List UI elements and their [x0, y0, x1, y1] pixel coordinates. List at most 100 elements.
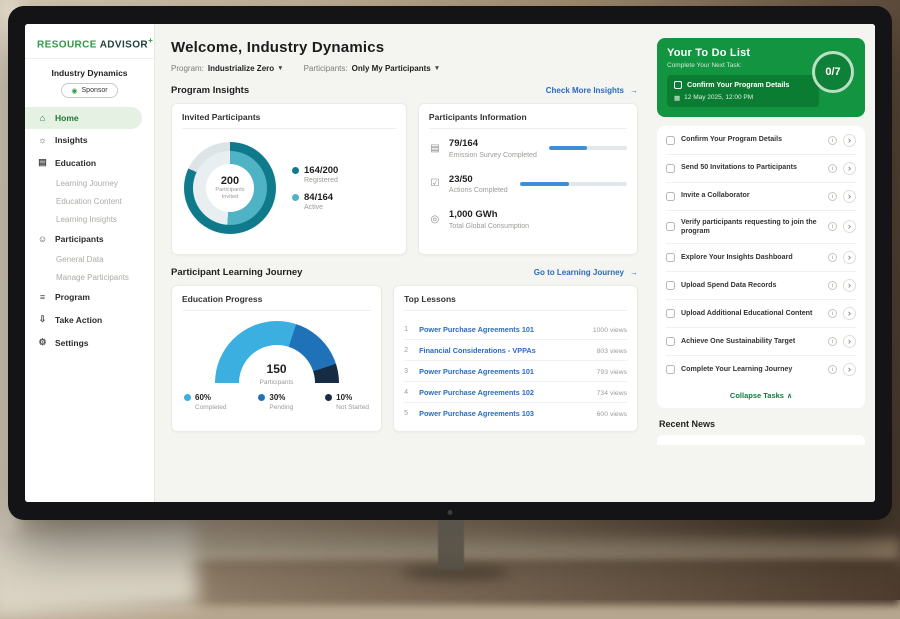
lesson-rank: 1: [404, 325, 408, 333]
sidebar-item-education-content[interactable]: Education Content: [25, 192, 154, 210]
chevron-right-icon[interactable]: ›: [843, 133, 856, 147]
task-label: Complete Your Learning Journey: [681, 364, 793, 373]
invited-donut-ring-outer: 200 Participants Invited: [184, 142, 276, 234]
pending-label: Pending: [269, 403, 294, 411]
chevron-right-icon[interactable]: ›: [843, 189, 856, 203]
sidebar-item-manage-participants[interactable]: Manage Participants: [25, 268, 154, 286]
task-row-complete-learning-journey[interactable]: Complete Your Learning Journey i ›: [666, 356, 856, 383]
monitor-bezel: RESOURCE ADVISOR+ Industry Dynamics ◉ Sp…: [8, 6, 892, 520]
task-checkbox[interactable]: [666, 191, 675, 201]
sidebar-item-program[interactable]: ≡ Program: [25, 286, 154, 308]
program-dropdown[interactable]: Program: Industrialize Zero ▼: [171, 64, 284, 73]
task-row-invite-collaborator[interactable]: Invite a Collaborator i ›: [666, 183, 856, 211]
section-title: Participant Learning Journey: [171, 267, 303, 278]
go-to-learning-journey-link[interactable]: Go to Learning Journey →: [534, 268, 638, 277]
check-more-insights-link[interactable]: Check More Insights →: [546, 86, 638, 95]
task-checkbox[interactable]: [666, 163, 675, 173]
lesson-views-count: 1000: [592, 326, 608, 334]
chevron-right-icon[interactable]: ›: [843, 278, 856, 292]
lesson-row[interactable]: 4 Power Purchase Agreements 102 734 views: [404, 382, 627, 403]
lesson-views-count: 600: [596, 410, 608, 418]
chevron-right-icon[interactable]: ›: [843, 250, 856, 264]
info-icon[interactable]: i: [828, 364, 837, 374]
next-task-chip[interactable]: Confirm Your Program Details ▦ 12 May 20…: [667, 75, 819, 107]
education-progress-card: Education Progress 150 Participants: [171, 285, 383, 432]
next-task-checkbox[interactable]: [674, 80, 682, 89]
collapse-tasks-button[interactable]: Collapse Tasks ∧: [666, 383, 856, 407]
next-task-due: 12 May 2025, 12:00 PM: [684, 94, 754, 101]
todo-header-card: Your To Do List Complete Your Next Task:…: [657, 38, 865, 117]
completed-label: Completed: [195, 403, 227, 411]
lesson-rank: 4: [404, 388, 408, 396]
info-icon[interactable]: i: [828, 308, 837, 318]
stat-value: 23/50: [448, 173, 473, 185]
task-row-confirm-program[interactable]: Confirm Your Program Details i ›: [666, 127, 856, 155]
sponsor-label: Sponsor: [81, 87, 108, 95]
chevron-right-icon[interactable]: ›: [843, 362, 856, 376]
task-row-upload-spend-data[interactable]: Upload Spend Data Records i ›: [666, 272, 856, 300]
lesson-link[interactable]: Power Purchase Agreements 103: [419, 408, 534, 418]
active-dot: [292, 194, 299, 201]
lesson-row[interactable]: 1 Power Purchase Agreements 101 1000 view…: [404, 319, 627, 340]
sidebar-item-learning-journey[interactable]: Learning Journey: [25, 174, 154, 192]
sidebar-item-education[interactable]: ▤ Education: [25, 151, 154, 174]
participants-icon: ☺: [37, 234, 48, 245]
legend-item-active: 84/164 Active: [292, 192, 338, 211]
lesson-rank: 3: [404, 367, 408, 375]
stat-label: Actions Completed: [448, 187, 508, 194]
lesson-link[interactable]: Power Purchase Agreements 101: [419, 366, 534, 376]
info-icon[interactable]: i: [828, 135, 837, 145]
task-checkbox[interactable]: [666, 222, 675, 232]
sponsor-icon: ◉: [71, 87, 78, 95]
org-name: Industry Dynamics: [51, 68, 128, 79]
insights-cards-row: Invited Participants 200 Participants In…: [171, 103, 638, 255]
task-checkbox[interactable]: [666, 308, 675, 318]
sidebar-item-home[interactable]: ⌂ Home: [25, 107, 142, 130]
gauge-center-value: 150: [266, 362, 287, 376]
sidebar-item-settings[interactable]: ⚙ Settings: [25, 331, 154, 354]
lesson-row[interactable]: 2 Financial Considerations - VPPAs 803 vi…: [404, 340, 627, 361]
task-row-verify-participants[interactable]: Verify participants requesting to join t…: [666, 211, 856, 244]
task-checkbox[interactable]: [666, 336, 675, 346]
lesson-link[interactable]: Power Purchase Agreements 102: [419, 387, 534, 397]
chevron-right-icon[interactable]: ›: [843, 306, 856, 320]
participants-dropdown[interactable]: Participants: Only My Participants ▼: [304, 64, 441, 73]
info-icon[interactable]: i: [828, 163, 837, 173]
info-icon[interactable]: i: [828, 336, 837, 346]
lesson-link[interactable]: Financial Considerations - VPPAs: [419, 345, 536, 355]
sidebar-item-insights[interactable]: ☼ Insights: [25, 129, 154, 151]
chevron-right-icon[interactable]: ›: [843, 161, 856, 175]
task-row-achieve-target[interactable]: Achieve One Sustainability Target i ›: [666, 328, 856, 356]
chevron-right-icon[interactable]: ›: [843, 334, 856, 348]
invited-donut-center: 200 Participants Invited: [206, 164, 254, 212]
power-led: [447, 510, 453, 515]
sidebar-item-participants[interactable]: ☺ Participants: [25, 228, 154, 250]
task-label: Explore Your Insights Dashboard: [681, 252, 793, 261]
lesson-link[interactable]: Power Purchase Agreements 101: [419, 324, 534, 334]
task-row-explore-insights[interactable]: Explore Your Insights Dashboard i ›: [666, 244, 856, 272]
info-icon[interactable]: i: [828, 252, 837, 262]
task-checkbox[interactable]: [666, 364, 675, 374]
info-icon[interactable]: i: [828, 222, 837, 232]
chevron-right-icon[interactable]: ›: [843, 220, 856, 234]
info-icon[interactable]: i: [828, 280, 837, 290]
task-row-upload-educational-content[interactable]: Upload Additional Educational Content i …: [666, 300, 856, 328]
task-checkbox[interactable]: [666, 280, 675, 290]
task-checkbox[interactable]: [666, 252, 675, 262]
lesson-views-count: 793: [596, 368, 608, 376]
sponsor-badge[interactable]: ◉ Sponsor: [61, 83, 118, 99]
lesson-views-count: 734: [596, 389, 608, 397]
sidebar-item-general-data[interactable]: General Data: [25, 250, 154, 268]
app-logo: RESOURCE ADVISOR+: [25, 34, 154, 60]
sidebar-item-label: Settings: [55, 337, 89, 348]
not-started-dot: [325, 394, 333, 401]
info-icon[interactable]: i: [828, 191, 837, 201]
task-checkbox[interactable]: [666, 135, 675, 145]
sidebar-item-learning-insights[interactable]: Learning Insights: [25, 210, 154, 228]
actions-progress-fill: [519, 181, 570, 186]
education-icon: ▤: [38, 157, 47, 168]
task-row-send-invitations[interactable]: Send 50 Invitations to Participants i ›: [666, 155, 856, 183]
lesson-row[interactable]: 5 Power Purchase Agreements 103 600 views: [404, 403, 627, 423]
sidebar-item-take-action[interactable]: ⇩ Take Action: [25, 308, 154, 331]
lesson-row[interactable]: 3 Power Purchase Agreements 101 793 views: [404, 361, 627, 382]
